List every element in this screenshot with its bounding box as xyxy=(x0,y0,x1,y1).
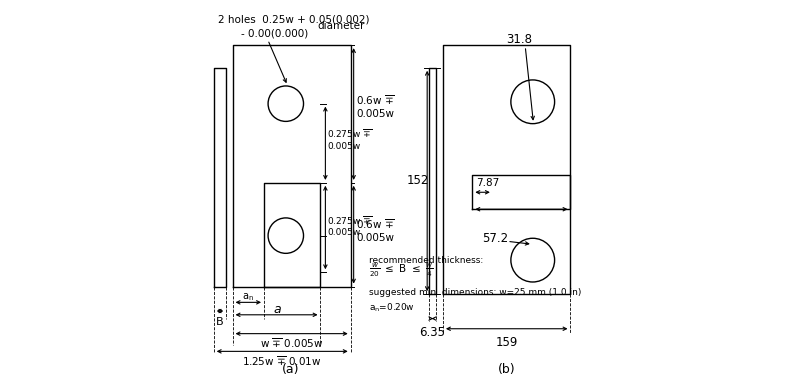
Text: a$_\mathregular{n}$=0.20w: a$_\mathregular{n}$=0.20w xyxy=(370,301,415,314)
Text: 1.25w $\overline{\mp}$ 0.01w: 1.25w $\overline{\mp}$ 0.01w xyxy=(243,354,322,368)
Text: recommended thickness:: recommended thickness: xyxy=(370,256,484,265)
Text: 6.35: 6.35 xyxy=(419,326,445,339)
Text: 0.005w: 0.005w xyxy=(356,109,394,119)
Text: 0.275w $\overline{\mp}$: 0.275w $\overline{\mp}$ xyxy=(327,127,372,140)
Text: - 0.00(0.000): - 0.00(0.000) xyxy=(241,28,309,38)
Text: suggested min. dimensions: w=25 mm (1.0 in): suggested min. dimensions: w=25 mm (1.0 … xyxy=(370,288,582,297)
Text: diameter: diameter xyxy=(318,21,365,31)
Text: 159: 159 xyxy=(496,336,519,349)
Text: B: B xyxy=(216,317,223,327)
Text: 7.87: 7.87 xyxy=(476,178,500,188)
Text: $\frac{w}{20}$ $\leq$ B $\leq$ $\frac{w}{4}$: $\frac{w}{20}$ $\leq$ B $\leq$ $\frac{w}… xyxy=(370,262,433,279)
Text: 0.005w: 0.005w xyxy=(356,233,394,243)
Text: 0.275w $\overline{\mp}$: 0.275w $\overline{\mp}$ xyxy=(327,214,372,227)
Text: 31.8: 31.8 xyxy=(506,33,532,46)
Text: 2 holes  0.25w + 0.05(0.002): 2 holes 0.25w + 0.05(0.002) xyxy=(217,15,369,25)
Text: a: a xyxy=(273,303,281,316)
Text: 0.6w $\overline{\mp}$: 0.6w $\overline{\mp}$ xyxy=(356,218,396,231)
Text: a$_\mathregular{n}$: a$_\mathregular{n}$ xyxy=(242,291,254,303)
Text: 0.005w: 0.005w xyxy=(327,228,361,238)
Text: (b): (b) xyxy=(498,363,516,376)
Text: (a): (a) xyxy=(281,363,299,376)
Text: 0.005w: 0.005w xyxy=(327,142,361,151)
Text: 0.6w $\overline{\mp}$: 0.6w $\overline{\mp}$ xyxy=(356,93,396,107)
Text: 57.2: 57.2 xyxy=(482,232,509,245)
Text: 152: 152 xyxy=(406,175,429,187)
Text: w $\overline{\mp}$ 0.005w: w $\overline{\mp}$ 0.005w xyxy=(260,336,323,350)
